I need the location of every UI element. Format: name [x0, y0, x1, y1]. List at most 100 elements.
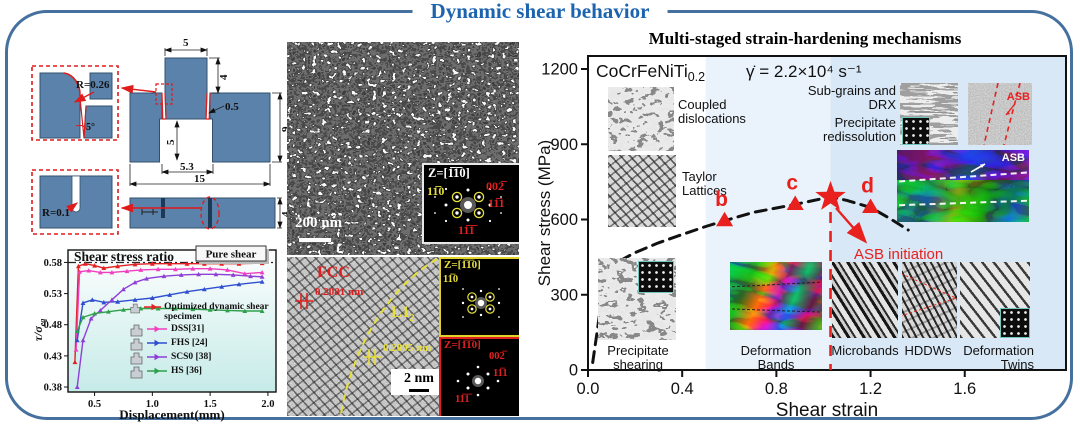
deformation-twins-image	[960, 262, 1030, 338]
series-marker	[184, 289, 190, 294]
tick-label: 1.0	[146, 399, 159, 410]
scale-bar-2nm-label: 2 nm	[404, 371, 434, 386]
fft-fcc-spot-111a: 11̅1	[493, 368, 508, 379]
hddw-trace-line	[902, 273, 957, 300]
series-marker	[213, 271, 219, 277]
series-marker	[73, 347, 79, 352]
fft-inset-fcc: Z=[1̅1̅0] 002̅ 11̅1 11̅1̅	[439, 337, 519, 416]
sem-texture	[968, 83, 1032, 145]
fft-fcc-zone-label: Z=[1̅1̅0]	[444, 339, 481, 351]
asb-ebsd-arrow	[970, 163, 986, 173]
series-marker	[106, 309, 111, 314]
figure-title: Dynamic shear behavior	[412, 0, 668, 24]
shear-y-ticks: 0 300 600 900 1200	[541, 61, 588, 380]
asb-boundary-lines	[983, 83, 1021, 145]
pure-shear-label: Pure shear	[206, 249, 257, 261]
specimen-glyph-icon	[130, 366, 143, 379]
series-marker	[72, 359, 78, 365]
series-marker	[89, 297, 95, 302]
series-marker	[74, 337, 80, 343]
ratio-x-axis-label: Displacement(mm)	[119, 407, 224, 422]
dim-slot-width: 0.5	[225, 101, 239, 113]
plot-background	[68, 250, 276, 392]
deformation-bands-image	[730, 262, 822, 330]
deformation-bands-label: Deformation Bands	[740, 343, 812, 373]
subgrains-drx-image	[900, 83, 958, 145]
series-marker	[144, 276, 149, 281]
series-marker	[259, 279, 265, 284]
series-marker	[101, 299, 107, 305]
fcc-spacing-label: 0.2081 nm	[315, 286, 364, 298]
subgrains-drx-label: Sub-grains and DRX	[807, 83, 896, 113]
tick-label: 1.2	[859, 380, 882, 398]
asb-ebsd-label: ASB	[1001, 152, 1025, 164]
hrtem-image: FCC 0.2081 nm L12 0.2095 nm 2 nm	[287, 257, 519, 416]
series-marker	[92, 311, 97, 316]
legend-marker	[144, 303, 162, 311]
coupled-dislocations-image	[608, 87, 674, 151]
subgrain-diffraction-inset	[902, 117, 930, 145]
precipitate-redissolution-label: Precipitate redissolution	[823, 115, 896, 145]
series-marker	[196, 271, 201, 277]
legend-label: FHS [24]	[171, 337, 208, 348]
series-marker	[74, 384, 80, 390]
microbands-label: Microbands	[831, 343, 899, 358]
series-marker	[76, 263, 81, 269]
series-marker	[236, 281, 242, 287]
saed-zone-axis-label: Z=[1̅1̅0]	[428, 166, 470, 180]
hddw-trace-line	[902, 296, 957, 317]
dim-total-width: 15	[194, 173, 206, 185]
saed-spot-110: 11̅0	[427, 184, 445, 198]
dim-tab-height: 4	[218, 74, 230, 80]
precipitate-shearing-label: Precipitate shearing	[607, 343, 669, 373]
legend-label: SCS0 [38]	[171, 351, 212, 362]
tick-label: 2.0	[261, 399, 274, 410]
series-marker	[132, 279, 138, 285]
series-marker	[173, 266, 178, 272]
l12-fringe-marks	[363, 349, 381, 365]
specimen-drawing-panel: 5 4 0.5 9 5 5.3 15 4 R=0.26 5°	[28, 26, 292, 238]
legend-label: HS [36]	[171, 365, 202, 376]
series-line	[75, 268, 263, 350]
tick-label: 0.5	[88, 399, 101, 410]
detail-radius2-label: R=0.1	[42, 207, 70, 219]
series-marker	[115, 263, 121, 269]
legend-marker	[147, 339, 167, 347]
dim-body-height: 9	[280, 126, 290, 132]
series-marker	[86, 268, 92, 273]
dim-tab-width: 5	[183, 37, 189, 49]
tick-label: 1200	[541, 61, 578, 79]
ratio-y-axis-label: τ/σeq	[31, 319, 47, 342]
legend-row: DSS[31]	[130, 324, 280, 337]
fft-l12-spot-110: 11̅0	[443, 274, 459, 285]
ratio-chart-title: Shear stress ratio	[74, 249, 174, 264]
side-view-drawing	[120, 196, 283, 230]
asb-sem-label: ASB	[1006, 91, 1030, 103]
scale-bar-2nm-box: 2 nm	[391, 369, 447, 395]
ebsd-asb-texture	[897, 150, 1029, 222]
shear-x-axis-label: Shear strain	[776, 400, 878, 421]
dim-side-height: 4	[280, 211, 290, 217]
tick-label: 0.48	[44, 320, 62, 331]
alloy-label: CoCrFeNiTi0.2	[596, 61, 705, 84]
l12-label: L12	[391, 304, 415, 325]
ratio-legend: Optimized dynamic shear specimen DSS[31] F…	[130, 302, 280, 380]
tick-label: 0.4	[671, 380, 694, 398]
series-marker	[190, 306, 196, 312]
series-marker	[155, 306, 161, 311]
series-marker	[121, 307, 126, 312]
twin-diffraction-inset	[1000, 308, 1030, 338]
strain-rate-label: γ̇ = 2.2×10⁴ s⁻¹	[746, 62, 862, 81]
tick-label: 1.5	[204, 399, 217, 410]
legend-marker	[147, 367, 167, 375]
tick-label: 600	[550, 211, 578, 229]
ebsd-texture	[730, 262, 822, 330]
series-marker	[149, 295, 155, 300]
dim-gap-width: 5.3	[180, 161, 194, 173]
dimension-lines	[129, 47, 283, 187]
series-marker	[88, 316, 94, 321]
shear-x-ticks: 0.0 0.4 0.8 1.2 1.6	[577, 370, 976, 398]
series-marker	[80, 300, 86, 305]
ratio-x-ticks: 0.5 1.0 1.5 2.0	[88, 392, 274, 410]
legend-label: DSS[31]	[171, 323, 205, 334]
